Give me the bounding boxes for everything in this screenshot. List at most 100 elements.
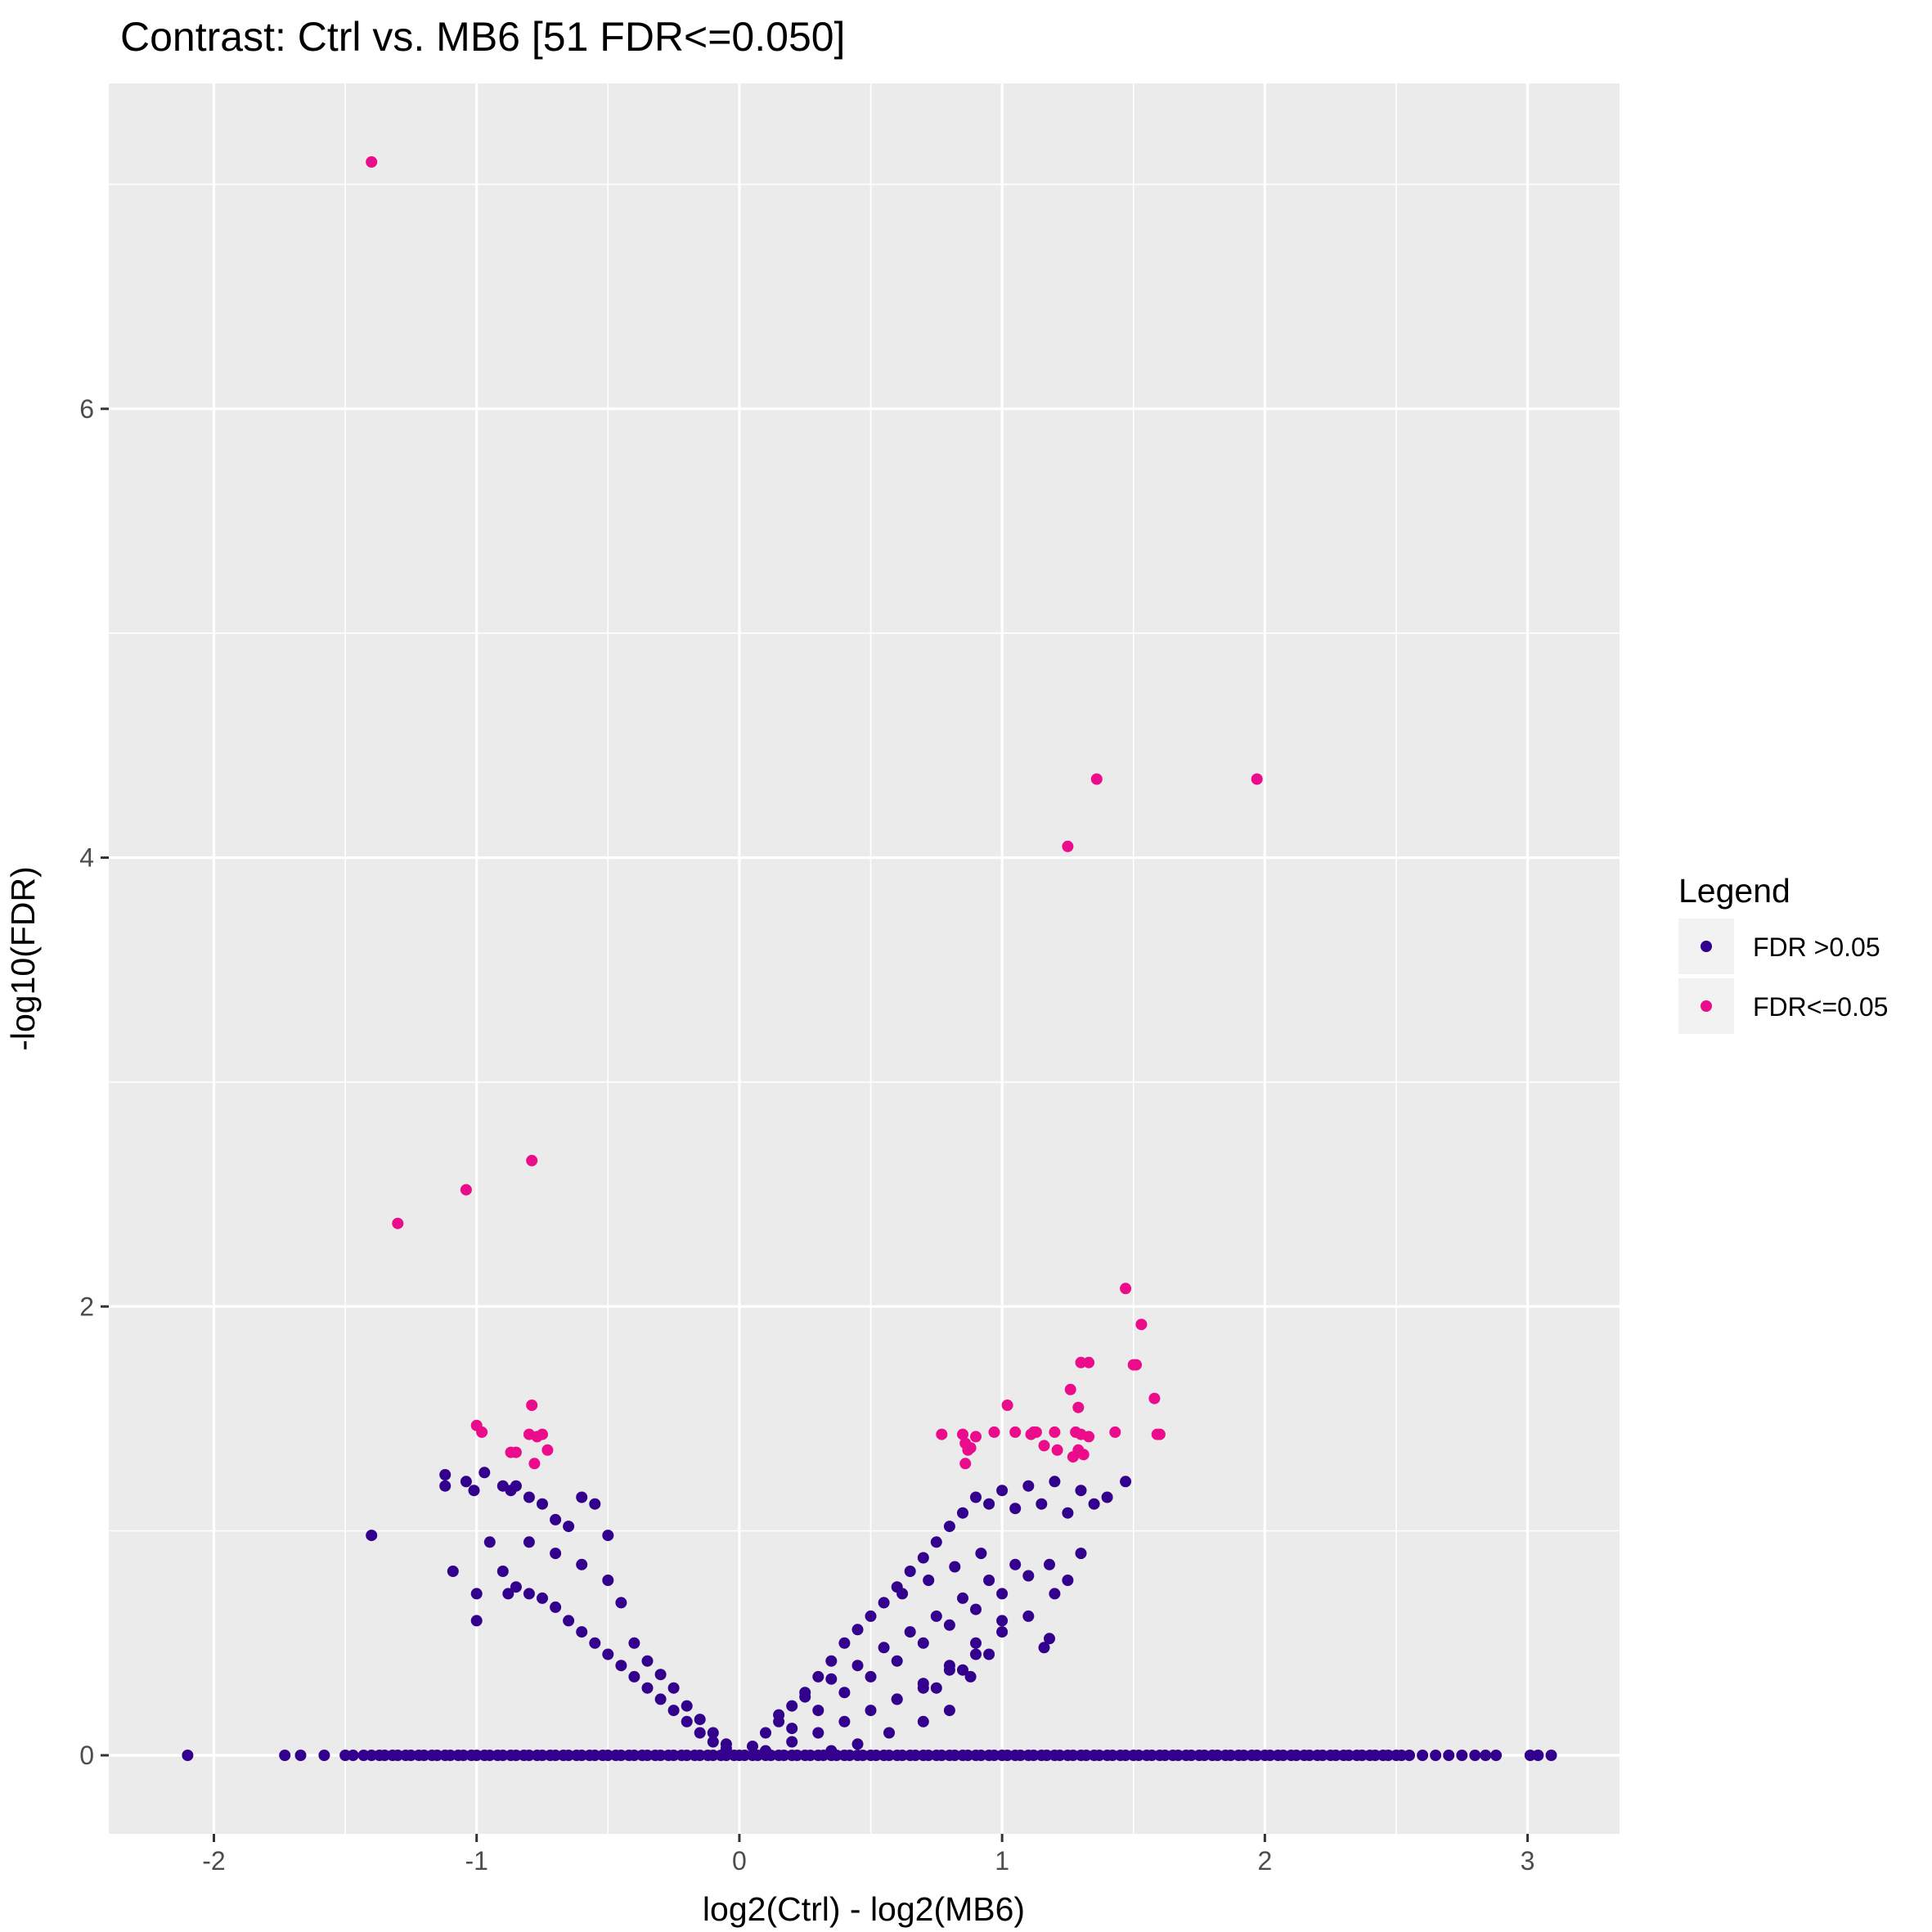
data-point-fdr-above (996, 1588, 1009, 1600)
data-point-fdr-above (975, 1750, 987, 1761)
data-point-fdr-above (279, 1750, 291, 1761)
data-point-fdr-above (1224, 1750, 1237, 1761)
data-point-fdr-above (791, 1750, 803, 1761)
data-point-fdr-above (392, 1750, 404, 1761)
data-point-fdr-above (1146, 1750, 1158, 1761)
data-point-fdr-above (760, 1727, 771, 1739)
data-point-fdr-above (550, 1750, 562, 1761)
data-point-fdr-below (1090, 773, 1103, 785)
data-point-fdr-below (1251, 773, 1263, 785)
y-axis-ticks: 0 2 4 6 (79, 394, 109, 1770)
data-point-fdr-above (1120, 1476, 1132, 1488)
plot-panel (109, 83, 1620, 1834)
x-tick-label: 2 (1257, 1846, 1272, 1876)
data-point-fdr-above (447, 1566, 459, 1577)
data-point-fdr-above (878, 1597, 890, 1609)
data-point-fdr-above (602, 1750, 614, 1761)
data-point-fdr-above (1198, 1750, 1211, 1761)
data-point-fdr-above (707, 1727, 719, 1739)
data-point-fdr-above (930, 1536, 942, 1548)
data-point-fdr-above (1417, 1750, 1429, 1761)
data-point-fdr-above (1532, 1750, 1544, 1761)
data-point-fdr-above (1264, 1750, 1276, 1761)
data-point-fdr-above (786, 1700, 798, 1712)
data-point-fdr-above (1080, 1750, 1092, 1761)
data-point-fdr-above (1009, 1558, 1022, 1570)
data-point-fdr-above (975, 1548, 987, 1560)
data-point-fdr-above (838, 1687, 851, 1699)
data-point-fdr-above (1456, 1750, 1468, 1761)
data-point-fdr-above (891, 1693, 903, 1705)
data-point-fdr-above (1094, 1750, 1105, 1761)
data-point-fdr-below (1153, 1428, 1166, 1440)
data-point-fdr-above (943, 1619, 955, 1631)
data-point-fdr-above (707, 1736, 719, 1748)
x-tick-label: 1 (995, 1846, 1009, 1876)
legend-swatch-fdr-above (1701, 941, 1712, 952)
data-point-fdr-above (917, 1678, 929, 1690)
data-point-fdr-above (439, 1469, 452, 1480)
data-point-fdr-above (439, 1480, 452, 1492)
data-point-fdr-above (825, 1673, 838, 1685)
data-point-fdr-above (1067, 1750, 1079, 1761)
legend-title: Legend (1678, 872, 1790, 910)
data-point-fdr-below (1009, 1426, 1022, 1438)
data-point-fdr-above (1369, 1750, 1382, 1761)
data-point-fdr-above (496, 1566, 509, 1577)
data-point-fdr-above (970, 1637, 982, 1649)
data-point-fdr-above (983, 1648, 995, 1660)
data-point-fdr-below (964, 1442, 977, 1454)
data-point-fdr-above (1524, 1750, 1536, 1761)
data-point-fdr-above (294, 1750, 307, 1761)
data-point-fdr-above (1443, 1750, 1455, 1761)
data-point-fdr-above (1107, 1750, 1119, 1761)
data-point-fdr-above (1001, 1750, 1013, 1761)
data-point-fdr-above (563, 1521, 575, 1533)
data-point-fdr-above (576, 1750, 588, 1761)
data-point-fdr-above (1343, 1750, 1355, 1761)
data-point-fdr-above (943, 1521, 955, 1533)
data-point-fdr-above (628, 1637, 640, 1649)
data-point-fdr-below (526, 1154, 538, 1166)
data-point-fdr-above (589, 1750, 601, 1761)
data-point-fdr-below (541, 1444, 554, 1456)
data-point-fdr-above (865, 1610, 877, 1622)
data-point-fdr-above (1062, 1507, 1074, 1519)
data-point-fdr-above (957, 1507, 968, 1519)
data-point-fdr-above (878, 1642, 890, 1654)
data-point-fdr-above (496, 1750, 509, 1761)
x-tick-label: 0 (732, 1846, 747, 1876)
data-point-fdr-above (883, 1750, 895, 1761)
data-point-fdr-above (550, 1548, 562, 1560)
data-point-fdr-above (904, 1566, 916, 1577)
data-point-fdr-above (1545, 1750, 1557, 1761)
x-tick-label: 3 (1521, 1846, 1535, 1876)
data-point-fdr-above (357, 1750, 370, 1761)
data-point-fdr-above (318, 1750, 330, 1761)
data-point-fdr-above (182, 1750, 194, 1761)
x-tick-label: -2 (202, 1846, 225, 1876)
data-point-fdr-above (1395, 1750, 1408, 1761)
data-point-fdr-above (667, 1682, 680, 1694)
data-point-fdr-above (1054, 1750, 1066, 1761)
data-point-fdr-above (996, 1615, 1009, 1627)
data-point-fdr-above (510, 1480, 522, 1492)
data-point-fdr-above (970, 1603, 982, 1615)
data-point-fdr-above (1172, 1750, 1184, 1761)
data-point-fdr-below (1120, 1283, 1132, 1295)
data-point-fdr-above (1251, 1750, 1263, 1761)
data-point-fdr-below (1083, 1431, 1095, 1443)
data-point-fdr-above (904, 1626, 916, 1638)
data-point-fdr-above (1159, 1750, 1171, 1761)
data-point-fdr-above (1088, 1498, 1100, 1510)
data-point-fdr-above (896, 1750, 909, 1761)
data-point-fdr-above (1062, 1575, 1074, 1586)
data-point-fdr-below (988, 1426, 1000, 1438)
data-point-fdr-below (1075, 1356, 1087, 1368)
data-point-fdr-above (654, 1750, 667, 1761)
data-point-fdr-above (589, 1498, 601, 1510)
data-point-fdr-below (510, 1446, 522, 1458)
data-point-fdr-above (970, 1491, 982, 1503)
data-point-fdr-above (1044, 1558, 1055, 1570)
data-point-fdr-above (483, 1536, 496, 1548)
